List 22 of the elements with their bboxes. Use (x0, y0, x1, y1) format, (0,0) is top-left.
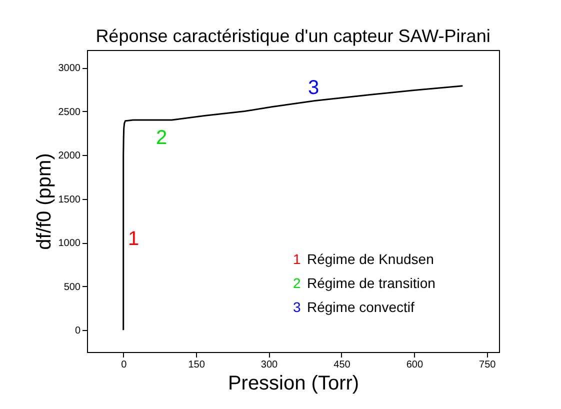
y-tick-label: 2000 (58, 150, 81, 162)
annotation: 2 Régime de transition (293, 275, 436, 291)
annotation: 1 (128, 228, 140, 250)
y-tick-label: 500 (64, 282, 81, 293)
y-tick-label: 1000 (58, 238, 81, 250)
x-axis-title: Pression (Torr) (228, 372, 360, 394)
y-tick-label: 1500 (58, 194, 81, 206)
chart-title: Réponse caractéristique d'un capteur SAW-Pirani (96, 26, 490, 46)
y-tick-label: 3000 (58, 63, 81, 74)
y-axis-title: df/f0 (ppm) (33, 153, 56, 250)
annotation: 3 (308, 77, 320, 99)
x-tick-label: 750 (479, 360, 496, 370)
x-tick-label: 600 (406, 360, 424, 370)
y-tick-label: 2500 (58, 106, 81, 118)
x-tick-label: 0 (121, 360, 128, 370)
x-tick-label: 300 (260, 360, 278, 370)
x-tick-label: 150 (188, 360, 206, 370)
x-tick-label: 450 (334, 360, 351, 370)
annotation: 1 Régime de Knudsen (293, 251, 434, 267)
annotation: 3 Régime convectif (293, 299, 414, 315)
annotation: 2 (156, 127, 168, 149)
y-tick-label: 0 (74, 326, 81, 337)
